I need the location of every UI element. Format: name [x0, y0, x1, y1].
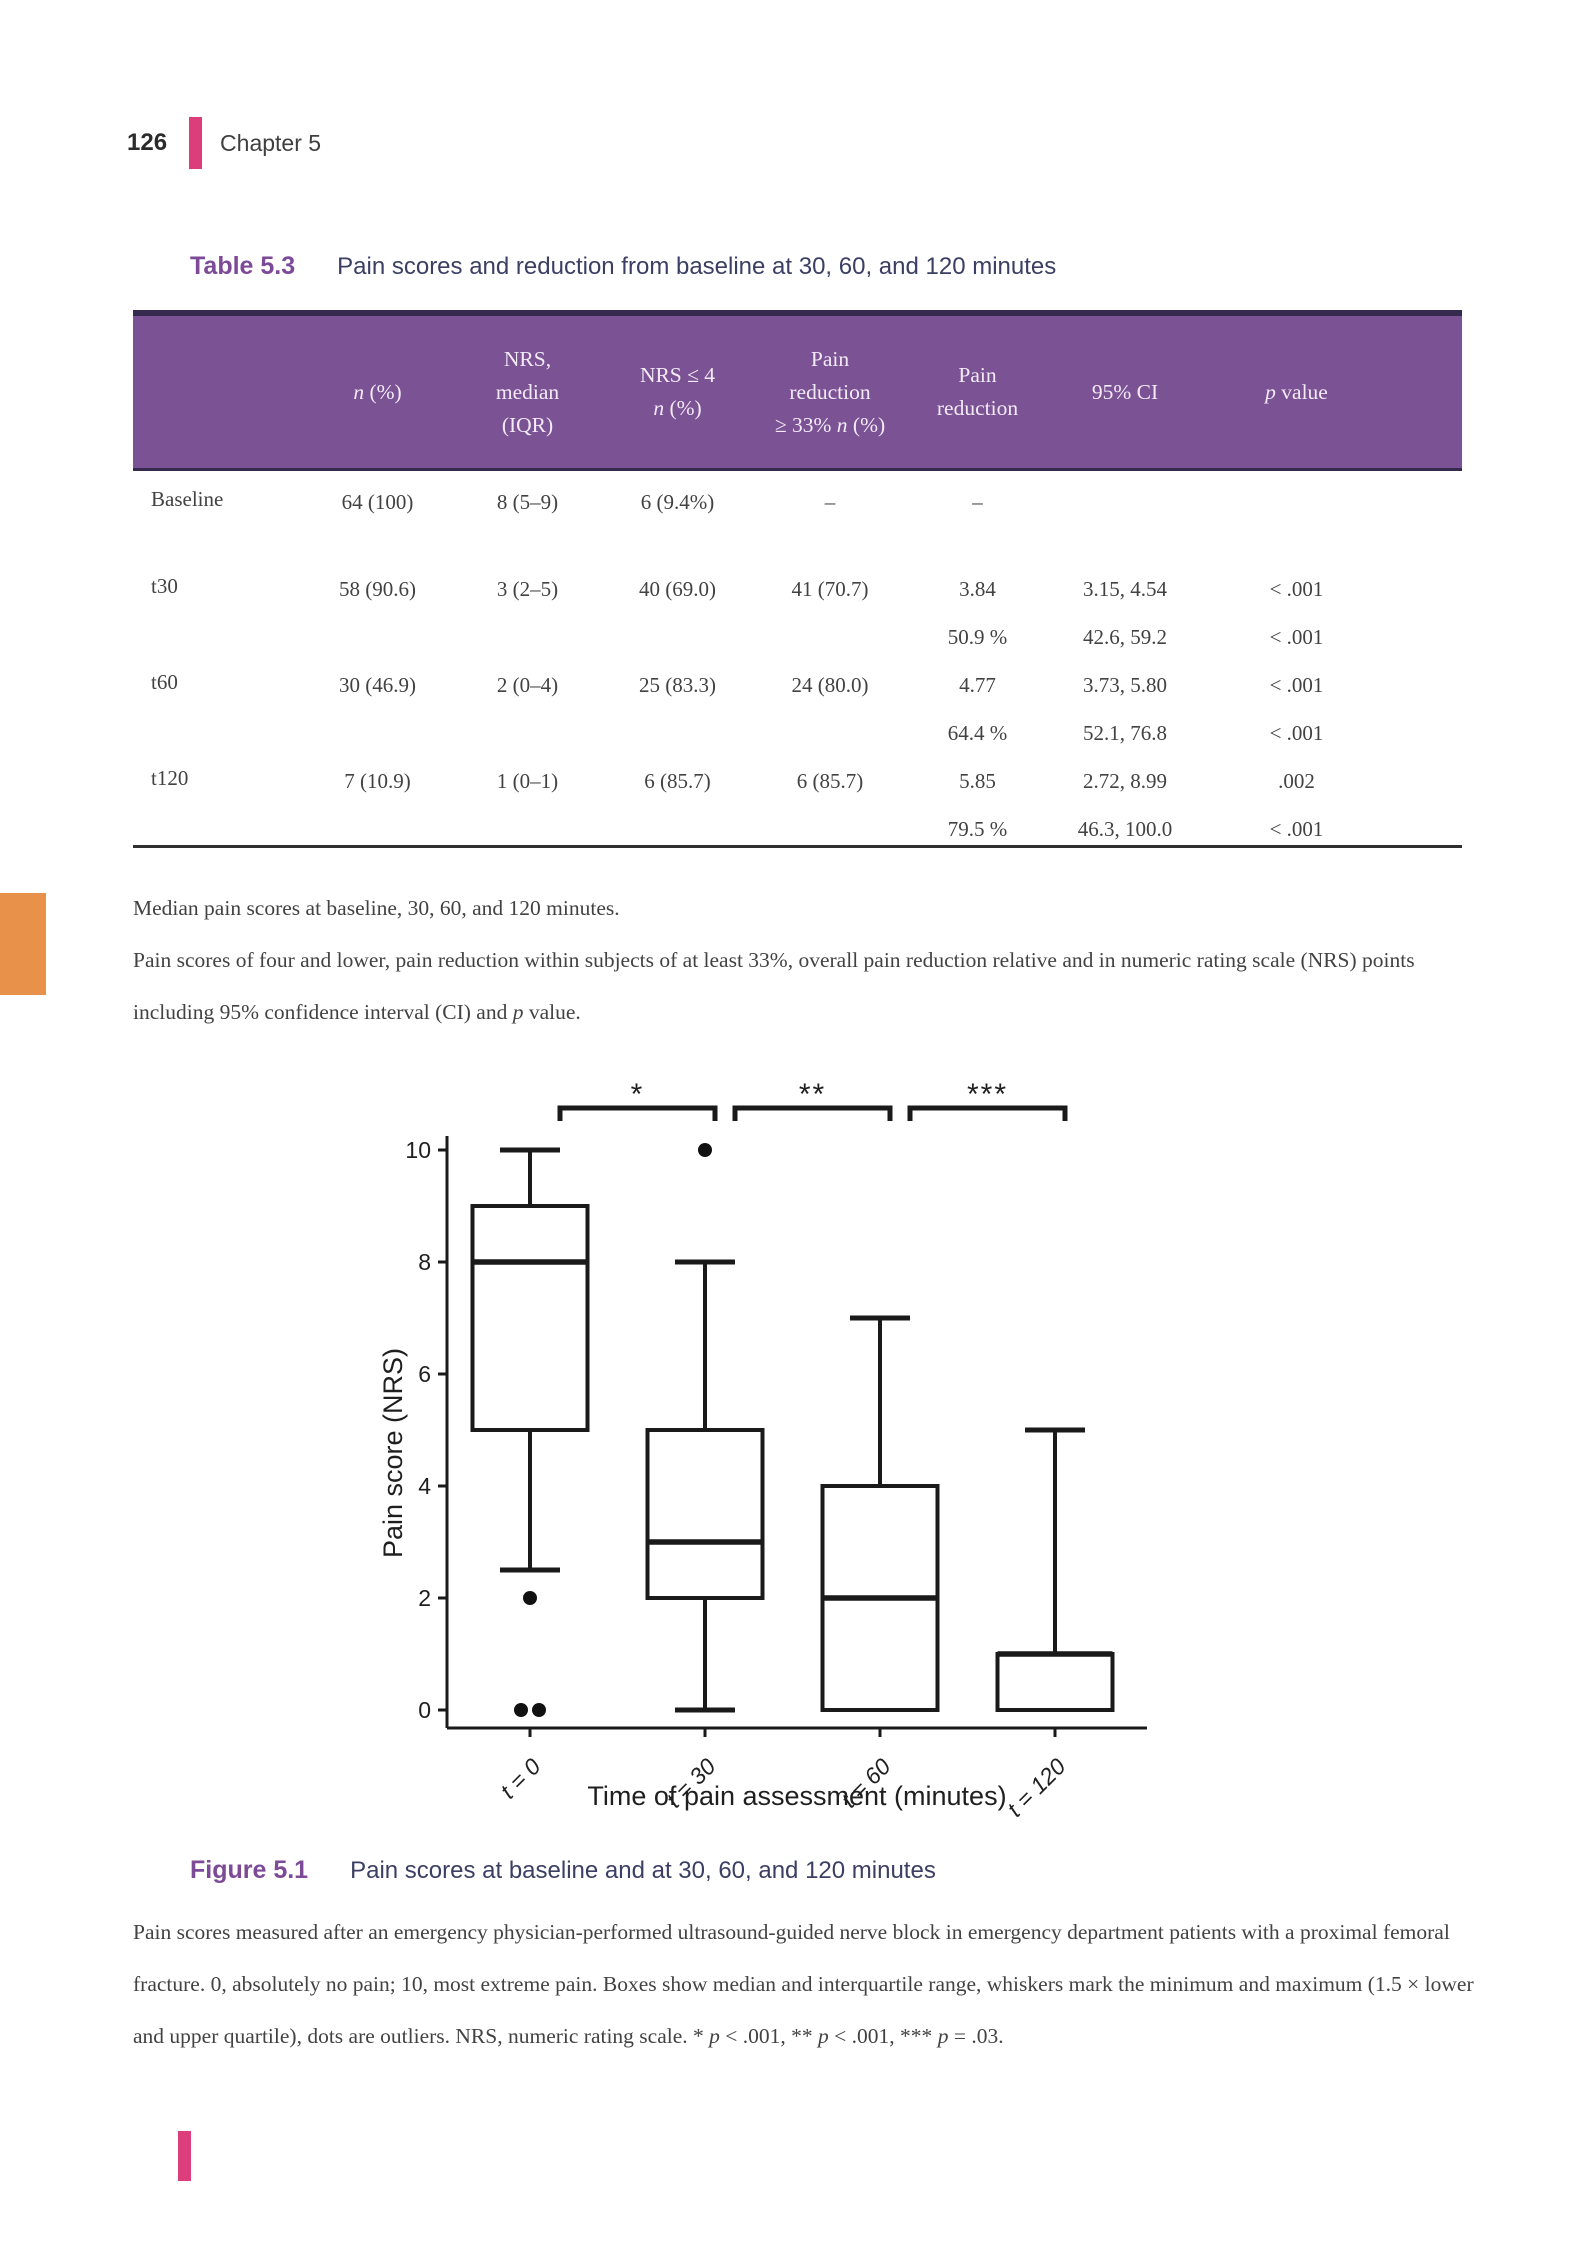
significance-label: ***: [967, 1078, 1008, 1111]
y-axis-title: Pain score (NRS): [380, 1348, 408, 1558]
significance-bracket: [557, 1105, 718, 1121]
box-t=0: [470, 1204, 590, 1432]
table-header-cell: Pain reduction ≥ 33% n (%): [755, 310, 905, 471]
table-title: Pain scores and reduction from baseline …: [337, 253, 1057, 280]
figure-title: Pain scores at baseline and at 30, 60, a…: [350, 1857, 936, 1884]
significance-label: **: [799, 1078, 826, 1111]
table-row: t60 30 (46.9) 2 (0–4) 25 (83.3) 24 (80.0) 4.7…: [133, 654, 1462, 750]
table-cell: –: [972, 490, 983, 514]
table-cell: < .001 < .001: [1269, 576, 1324, 649]
table-cell: –: [824, 490, 836, 514]
table-row: t30 58 (90.6) 3 (2–5) 40 (69.0) 41 (70.7) 3.8…: [133, 558, 1462, 654]
table-cell: 6 (85.7): [644, 768, 711, 793]
row-label: t60: [151, 669, 178, 694]
significance-bracket: [907, 1105, 1068, 1121]
page-header: 126 Chapter 5: [127, 117, 321, 169]
table-cell: 30 (46.9): [339, 672, 416, 697]
table-notes: Median pain scores at baseline, 30, 60, …: [133, 882, 1475, 1038]
table-cell: 6 (9.4%): [640, 490, 715, 514]
table-row: Baseline 64 (100) 8 (5–9) 6 (9.4%) – –: [133, 470, 1462, 558]
chapter-divider-bar: [189, 117, 203, 169]
table-cell: 3 (2–5): [496, 576, 559, 601]
table-cell: 3.73, 5.80 52.1, 76.8: [1083, 672, 1167, 745]
table-cell: [1200, 470, 1462, 558]
table-cell: [1050, 470, 1200, 558]
x-tick-label: t = 0: [495, 1753, 546, 1804]
table-cell: 5.85 79.5 %: [947, 768, 1008, 841]
box-t=120: [995, 1652, 1115, 1712]
chapter-title: Chapter 5: [220, 129, 322, 156]
table-cell: 1 (0–1): [496, 768, 559, 793]
y-tick-label: 6: [418, 1361, 431, 1387]
table-cell: 40 (69.0): [639, 576, 716, 601]
figure-description: Pain scores measured after an emergency …: [133, 1920, 1474, 2048]
significance-bracket: [732, 1105, 893, 1121]
figure-heading: Figure 5.1 Pain scores at baseline and a…: [190, 1856, 936, 1885]
table-cell: 41 (70.7): [791, 576, 869, 601]
box-t=30: [645, 1428, 765, 1600]
table-cell: 8 (5–9): [496, 490, 559, 514]
table-header-cell: NRS, median (IQR): [455, 310, 600, 471]
page-number: 126: [127, 129, 168, 156]
table-heading: Table 5.3 Pain scores and reduction from…: [190, 252, 1056, 281]
table-note-line: Pain scores of four and lower, pain redu…: [133, 948, 1415, 1024]
table-cell: 58 (90.6): [339, 576, 416, 601]
footer-accent-bar: [178, 2131, 191, 2181]
table-note-line: Median pain scores at baseline, 30, 60, …: [133, 896, 620, 920]
row-label: t120: [151, 765, 189, 790]
table-cell: 4.77 64.4 %: [947, 672, 1008, 745]
table-header-cell: [133, 310, 300, 471]
outlier-dot: [523, 1591, 537, 1605]
table-cell: 2 (0–4): [496, 672, 559, 697]
outlier-dot: [532, 1703, 546, 1717]
table-label: Table 5.3: [190, 252, 296, 280]
table-cell: 3.84 50.9 %: [947, 576, 1008, 649]
row-label: t30: [151, 573, 178, 598]
table-cell: 7 (10.9): [344, 768, 411, 793]
y-tick-label: 0: [418, 1697, 431, 1723]
table-cell: 6 (85.7): [796, 768, 864, 793]
table-header-cell: Pain reduction: [905, 310, 1050, 471]
table-cell: 25 (83.3): [639, 672, 716, 697]
outlier-dot: [514, 1703, 528, 1717]
table-cell: 3.15, 4.54 42.6, 59.2: [1083, 576, 1167, 649]
table-cell: .002 < .001: [1269, 768, 1324, 841]
significance-label: *: [631, 1078, 645, 1111]
table-cell: 2.72, 8.99 46.3, 100.0: [1077, 768, 1173, 841]
table-header-cell: 95% CI: [1050, 310, 1200, 471]
y-tick-label: 8: [418, 1249, 431, 1275]
x-axis-title: Time of pain assessment (minutes): [587, 1781, 1006, 1811]
x-tick-label: t = 120: [1002, 1753, 1071, 1822]
table-cell: 64 (100): [341, 490, 414, 514]
figure-label: Figure 5.1: [190, 1856, 309, 1884]
table-row: t120 7 (10.9) 1 (0–1) 6 (85.7) 6 (85.7) 5.85 7…: [133, 750, 1462, 847]
table-header-cell: n (%): [300, 310, 455, 471]
y-tick-label: 10: [405, 1137, 431, 1163]
page-edge-tab: [0, 893, 46, 995]
table-cell: 24 (80.0): [791, 672, 869, 697]
y-tick-label: 2: [418, 1585, 431, 1611]
outlier-dot: [698, 1143, 712, 1157]
table-cell: < .001 < .001: [1269, 672, 1324, 745]
row-label: Baseline: [151, 487, 224, 511]
y-tick-label: 4: [418, 1473, 431, 1499]
table-header-cell: p value: [1200, 310, 1462, 471]
